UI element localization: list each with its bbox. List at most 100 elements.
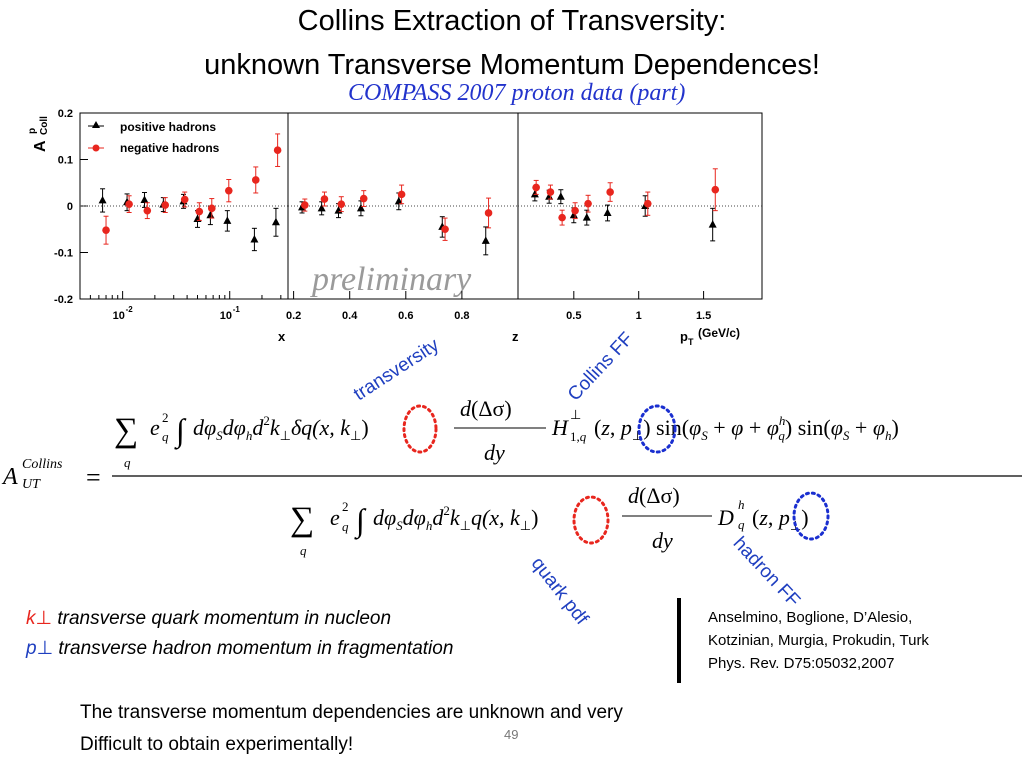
- negative-hadron-point: [546, 188, 555, 196]
- negative-hadron-point: [102, 226, 110, 234]
- reference-line2: Kotzinian, Murgia, Prokudin, Turk: [708, 632, 929, 649]
- x-tick-label: 10: [220, 310, 232, 322]
- svg-text:q: q: [738, 517, 745, 532]
- legend-label-positive: positive hadrons: [120, 120, 216, 134]
- negative-hadron-point: [337, 200, 346, 208]
- svg-text:∫: ∫: [354, 502, 367, 540]
- svg-text:(z, p⊥) sin(φS + φ + φhq) sin(: (z, p⊥) sin(φS + φ + φh q) sin(φS + φh): [594, 413, 899, 443]
- svg-text:∑: ∑: [114, 412, 138, 449]
- slide-title-line2: unknown Transverse Momentum Dependences!: [204, 49, 820, 81]
- negative-hadron-point: [301, 201, 309, 209]
- p-perp-symbol: ⊥: [36, 638, 54, 659]
- svg-text:D: D: [717, 505, 734, 530]
- positive-hadron-point: [603, 208, 612, 216]
- x-tick-label: 0.5: [566, 310, 581, 322]
- y-tick-label: 0.2: [58, 108, 73, 120]
- collins-asymmetry-chart: A p Coll preliminary positive hadrons ne…: [27, 108, 763, 347]
- p-symbol: p: [26, 638, 37, 659]
- svg-text:dy: dy: [484, 440, 505, 465]
- highlight-k-perp-numerator: [402, 404, 438, 454]
- positive-hadron-point: [206, 210, 215, 219]
- positive-hadron-point: [569, 210, 578, 219]
- negative-hadron-point: [224, 186, 233, 195]
- conclusion-line2: Difficult to obtain experimentally!: [80, 734, 354, 755]
- y-tick-label: 0: [67, 201, 73, 213]
- equation-numerator: ∑ q e 2 q ∫ dφSdφhd2k⊥δq(x, k⊥) d(Δσ) dy…: [114, 396, 899, 470]
- svg-text:q: q: [300, 543, 307, 558]
- equation-lhs: A: [1, 464, 18, 490]
- x-tick-label: 0.8: [454, 310, 469, 322]
- svg-text:dφSdφhd2k⊥q(x, k⊥): dφSdφhd2k⊥q(x, k⊥): [373, 503, 538, 533]
- svg-text:q: q: [342, 519, 349, 534]
- negative-hadron-point: [180, 195, 189, 204]
- x-tick-label: 0.6: [398, 310, 413, 322]
- legend-marker-positive: [92, 121, 100, 128]
- reference-line1: Anselmino, Boglione, D’Alesio,: [708, 609, 913, 626]
- equation-lhs-sub: UT: [22, 477, 41, 492]
- negative-hadron-point: [251, 176, 260, 184]
- x-tick-label: 10: [113, 310, 125, 322]
- svg-text:∑: ∑: [290, 501, 314, 538]
- svg-text:(z, p⊥): (z, p⊥): [752, 505, 809, 533]
- x-axis-label-unit: (GeV/c): [698, 326, 740, 340]
- negative-hadron-point: [643, 199, 652, 208]
- positive-hadron-point: [356, 203, 365, 212]
- negative-hadron-point: [584, 199, 592, 208]
- positive-hadron-point: [708, 220, 717, 228]
- svg-text:2: 2: [162, 410, 169, 425]
- y-axis-label-sub: Coll: [39, 116, 50, 135]
- negative-hadron-point: [161, 201, 170, 209]
- negative-hadron-point: [207, 204, 216, 213]
- svg-text:1,q: 1,q: [570, 429, 587, 444]
- positive-hadron-point: [250, 234, 259, 243]
- positive-hadron-point: [140, 195, 149, 203]
- note-k-perp: k⊥ transverse quark momentum in nucleon: [26, 607, 391, 630]
- x-tick-label: 0.2: [286, 310, 301, 322]
- x-tick-label: 0.4: [342, 310, 358, 322]
- reference-divider: [677, 598, 681, 683]
- svg-text:d(Δσ): d(Δσ): [628, 483, 680, 508]
- x-axis-label: x: [278, 329, 286, 344]
- y-tick-label: 0.1: [58, 155, 73, 167]
- x-axis-label: z: [512, 329, 519, 344]
- x-tick-label: 1: [636, 310, 642, 322]
- svg-text:dy: dy: [652, 528, 673, 553]
- svg-text:e: e: [330, 505, 340, 530]
- svg-text:⊥: ⊥: [570, 407, 581, 422]
- highlight-p-perp-denominator: [792, 491, 830, 541]
- svg-text:dφSdφhd2k⊥δq(x, k⊥): dφSdφhd2k⊥δq(x, k⊥): [193, 413, 369, 443]
- negative-hadron-point: [711, 185, 720, 194]
- negative-hadron-point: [532, 183, 540, 192]
- positive-hadron-point: [545, 192, 554, 200]
- negative-hadron-point: [397, 190, 406, 199]
- highlight-k-perp-denominator: [572, 495, 610, 545]
- p-description: transverse hadron momentum in fragmentat…: [58, 638, 454, 659]
- collins-asymmetry-equation: A Collins UT = ∑ q e 2 q ∫ dφSdφhd2k⊥δq(…: [1, 396, 1022, 558]
- svg-text:d(Δσ): d(Δσ): [460, 396, 512, 421]
- legend-label-negative: negative hadrons: [120, 141, 220, 155]
- x-tick-exponent: -1: [233, 305, 241, 314]
- k-perp-symbol: ⊥: [35, 608, 53, 629]
- positive-hadron-point: [556, 192, 565, 200]
- negative-hadron-point: [125, 200, 133, 208]
- legend: positive hadrons negative hadrons: [88, 120, 220, 155]
- reference-line3: Phys. Rev. D75:05032,2007: [708, 655, 895, 672]
- negative-hadron-point: [320, 195, 329, 203]
- x-tick-label: 1.5: [696, 310, 711, 322]
- equation-denominator: ∑ q e 2 q ∫ dφSdφhd2k⊥q(x, k⊥) d(Δσ) dy …: [290, 483, 809, 558]
- positive-hadron-point: [530, 189, 539, 198]
- y-tick-label: -0.2: [54, 294, 73, 306]
- chart-title: COMPASS 2007 proton data (part): [348, 80, 686, 106]
- note-p-perp: p⊥ transverse hadron momentum in fragmen…: [26, 637, 453, 660]
- y-tick-label: -0.1: [54, 248, 73, 260]
- svg-text:∫: ∫: [174, 412, 187, 450]
- positive-hadron-point: [582, 213, 591, 221]
- positive-hadron-point: [271, 217, 280, 226]
- x-tick-exponent: -2: [126, 305, 134, 314]
- k-symbol: k: [26, 608, 36, 629]
- reference: Anselmino, Boglione, D’Alesio, Kotzinian…: [708, 606, 929, 675]
- negative-hadron-point: [441, 225, 449, 234]
- equation-lhs-sup: Collins: [22, 457, 63, 472]
- conclusion: The transverse momentum dependencies are…: [80, 697, 623, 761]
- negative-hadron-point: [558, 213, 566, 222]
